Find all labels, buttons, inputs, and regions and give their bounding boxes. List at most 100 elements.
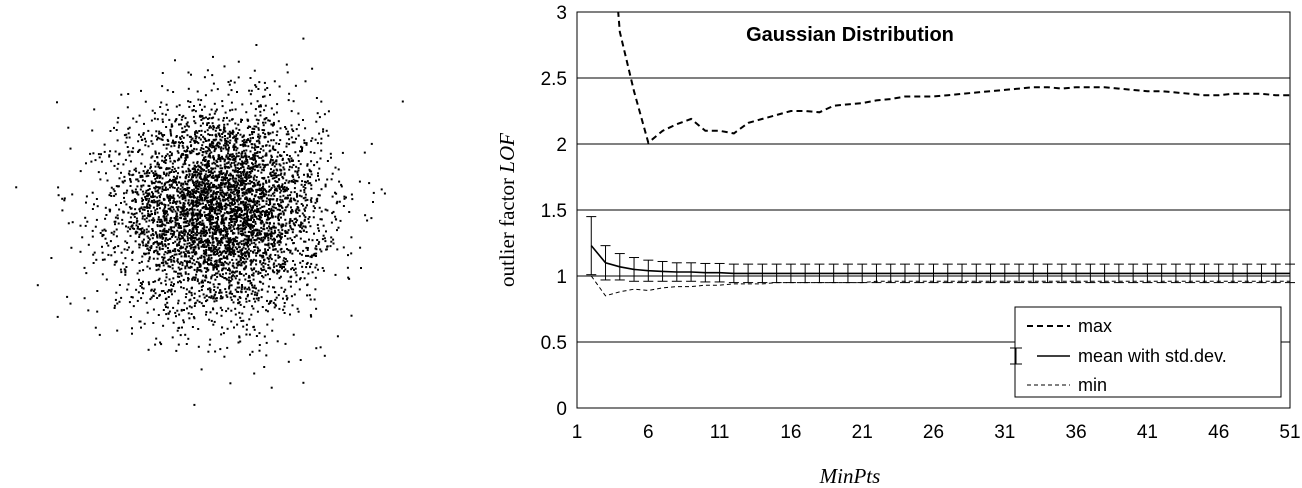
scatter-point [268,266,271,269]
scatter-point [262,276,265,279]
scatter-point [200,161,203,164]
scatter-point [220,237,223,239]
scatter-point [227,199,230,202]
scatter-point [246,221,249,224]
scatter-point [207,169,210,171]
scatter-point [174,250,177,253]
scatter-point [127,226,130,229]
scatter-point [261,275,264,277]
scatter-point [196,90,199,93]
scatter-point [237,132,239,135]
scatter-point [138,320,141,323]
scatter-point [232,157,235,160]
scatter-point [235,139,238,142]
scatter-point [306,163,309,166]
scatter-point [275,187,278,190]
scatter-point [283,257,286,260]
scatter-point [218,197,221,200]
scatter-point [318,194,321,197]
scatter-point [205,300,207,303]
scatter-point [226,235,228,238]
scatter-point [255,252,258,255]
scatter-point [206,69,209,72]
scatter-point [240,251,243,254]
scatter-point [174,311,177,314]
scatter-point [183,161,186,164]
scatter-point [227,152,229,155]
scatter-point [169,249,172,252]
scatter-point [273,194,276,197]
scatter-point [203,231,206,234]
scatter-point [243,244,246,247]
scatter-point [235,127,238,130]
scatter-point [233,223,236,226]
scatter-point [118,300,121,303]
scatter-point [229,79,232,82]
scatter-point [124,158,127,161]
scatter-point [187,255,190,258]
scatter-point [172,91,175,93]
scatter-point [127,283,130,286]
scatter-point [240,243,243,246]
scatter-point [179,213,182,216]
scatter-point [253,154,256,157]
scatter-point [296,219,299,222]
scatter-point [202,193,205,196]
scatter-point [256,188,259,191]
scatter-point [163,189,166,191]
scatter-point [162,258,165,261]
scatter-point [285,127,288,130]
scatter-point [172,277,175,280]
scatter-point [214,110,217,113]
scatter-point [298,194,301,197]
scatter-point [368,182,371,185]
scatter-point [297,112,300,115]
scatter-point [200,187,203,190]
scatter-point [279,263,282,266]
scatter-point [284,342,287,345]
scatter-point [118,152,121,155]
scatter-point [193,147,196,150]
scatter-point [252,251,255,254]
scatter-point [158,277,161,280]
scatter-point [230,211,233,214]
scatter-point [219,172,222,175]
scatter-point [164,162,167,164]
scatter-point [228,246,231,249]
scatter-point [150,180,153,183]
scatter-point [294,182,297,185]
scatter-point [301,271,304,274]
scatter-point [296,180,299,183]
scatter-point [279,266,282,269]
scatter-point [258,163,261,166]
scatter-point [230,248,233,251]
scatter-point [167,174,170,177]
scatter-point [200,191,203,194]
scatter-point [101,273,104,276]
scatter-point [287,158,290,160]
scatter-point [287,229,290,232]
scatter-point [257,218,260,221]
scatter-point [291,239,293,242]
scatter-point [270,300,273,303]
scatter-point [213,260,216,263]
scatter-point [179,227,182,229]
scatter-point [220,186,223,189]
scatter-point [212,125,215,127]
scatter-point [83,297,86,300]
scatter-point [190,73,192,76]
scatter-point [167,265,170,268]
scatter-point [232,179,235,182]
scatter-point [126,146,129,148]
scatter-point [168,199,170,202]
scatter-point [136,227,139,230]
scatter-point [248,318,251,321]
scatter-point [56,101,58,104]
scatter-point [276,169,279,172]
scatter-point [179,192,182,195]
scatter-point [265,251,268,254]
scatter-point [228,218,231,221]
scatter-point [114,193,117,196]
scatter-point [275,163,278,166]
scatter-point [186,307,188,310]
